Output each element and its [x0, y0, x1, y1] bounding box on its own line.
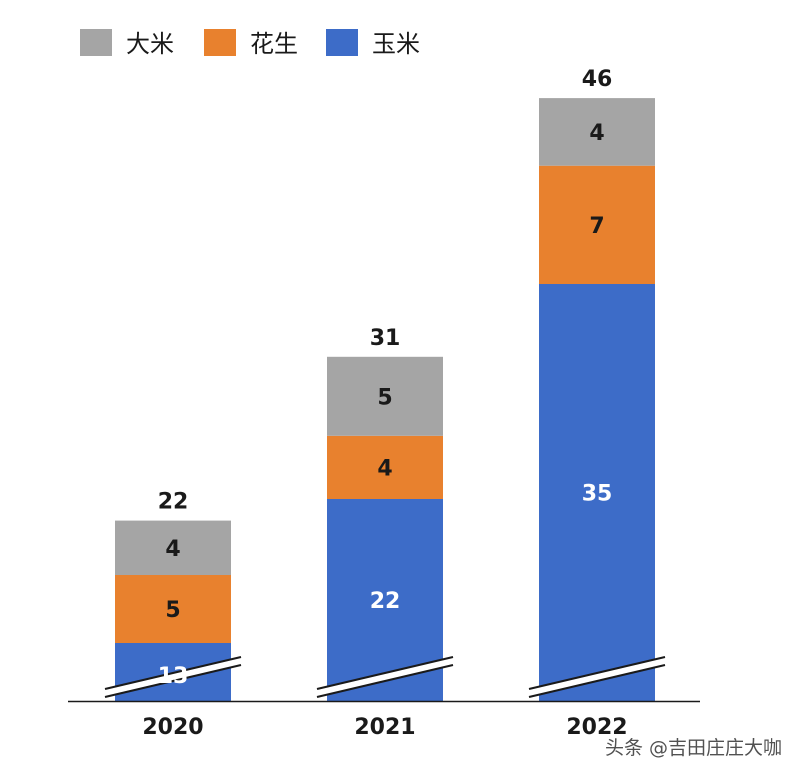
legend: 大米 花生 玉米 [80, 29, 420, 58]
bar-segment-2020-3 [115, 520, 231, 575]
x-tick-label-2022: 2022 [566, 715, 627, 740]
axis-break-line-2021-2 [316, 664, 454, 698]
bar-segment-2022-1 [539, 284, 655, 701]
axis-breaks [104, 656, 666, 698]
total-label-2022: 46 [582, 67, 613, 92]
bar-segment-2022-3 [539, 98, 655, 166]
axis-break-band-2021 [317, 657, 453, 697]
x-tick-label-2021: 2021 [354, 715, 415, 740]
data-label-2020-1: 13 [158, 664, 189, 689]
data-label-2021-2: 4 [377, 456, 392, 481]
data-label-2022-1: 35 [582, 482, 613, 507]
x-tick-labels: 2020 2021 2022 [142, 715, 627, 740]
axis-break-line-2020-2 [104, 664, 242, 698]
bar-segment-2022-2 [539, 165, 655, 284]
data-label-2021-1: 22 [370, 589, 401, 614]
axis-break-band-2020 [105, 657, 241, 697]
total-label-2020: 22 [158, 490, 189, 515]
total-label-2021: 31 [370, 326, 401, 351]
axis-break-line-2020-1 [104, 656, 242, 690]
legend-swatch-3 [326, 29, 358, 56]
bar-segment-2021-2 [327, 435, 443, 499]
bars [115, 98, 655, 701]
watermark-text: 头条 @吉田庄庄大咖 [604, 737, 782, 759]
legend-swatch-1 [80, 29, 112, 56]
x-tick-label-2020: 2020 [142, 715, 203, 740]
legend-swatch-2 [204, 29, 236, 56]
data-label-2020-2: 5 [165, 598, 180, 623]
axis-break-line-2022-1 [528, 656, 666, 690]
legend-label-2: 花生 [250, 30, 298, 58]
data-label-2022-3: 4 [589, 121, 604, 146]
axis-break-line-2022-2 [528, 664, 666, 698]
axis-break-band-2022 [529, 657, 665, 697]
legend-label-3: 玉米 [372, 30, 420, 58]
data-label-2020-3: 4 [165, 537, 180, 562]
bar-segment-2020-2 [115, 575, 231, 643]
data-label-2022-2: 7 [589, 214, 604, 239]
data-labels: 13 5 4 22 22 4 5 31 35 7 4 46 [158, 67, 613, 689]
legend-label-1: 大米 [126, 30, 174, 58]
axis-break-line-2021-1 [316, 656, 454, 690]
data-label-2021-3: 5 [377, 385, 392, 410]
bar-segment-2021-3 [327, 356, 443, 436]
